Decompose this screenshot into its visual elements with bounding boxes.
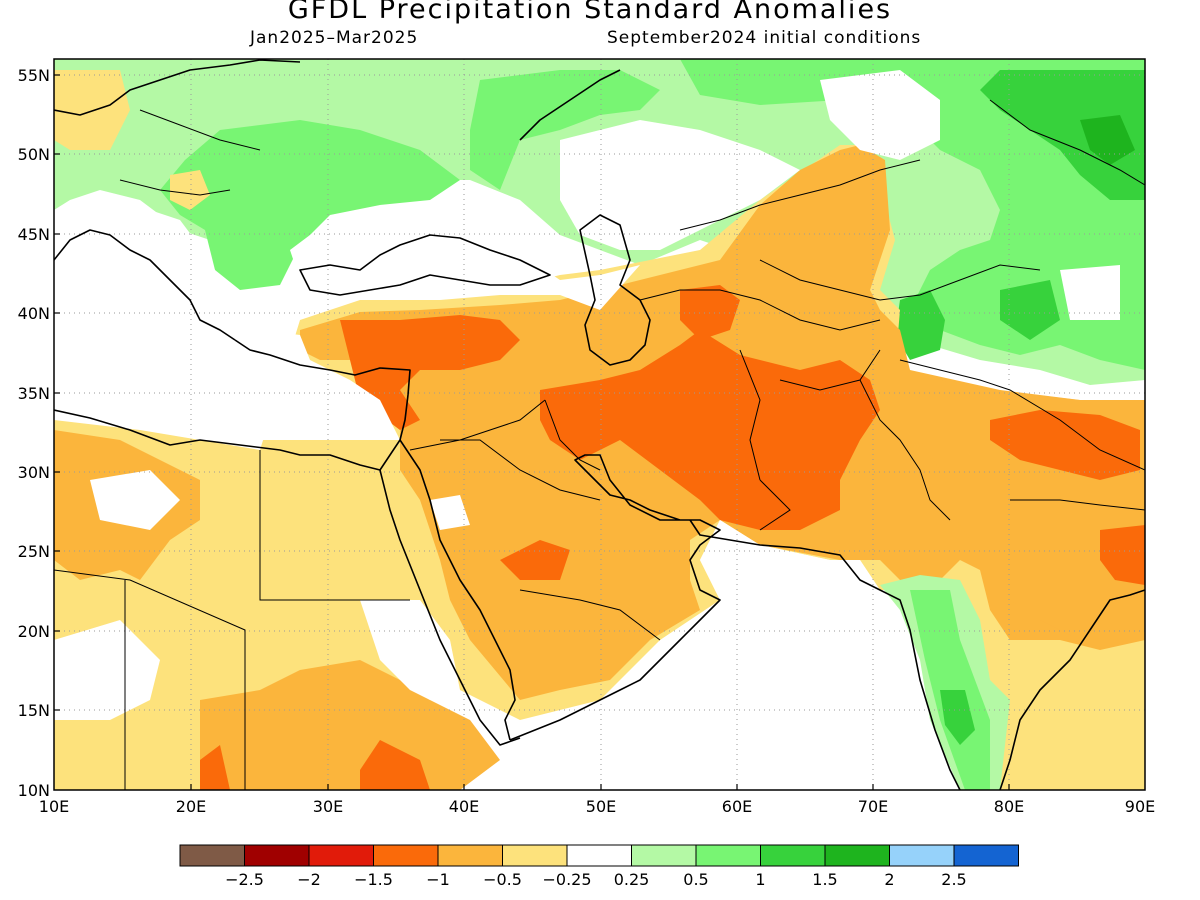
positive-anomaly-core-asia (980, 70, 1145, 200)
negative-anomaly-strong-arabia (500, 540, 570, 580)
lat-label: 55N (18, 66, 50, 85)
near-normal-region-arabia-spot (430, 495, 470, 530)
negative-anomaly-strong-himalaya (990, 410, 1140, 480)
lon-label: 10E (39, 797, 69, 816)
positive-anomaly-region-north-mid-3 (470, 70, 660, 190)
coastlines (54, 59, 1145, 790)
colorbar-swatch (179, 844, 245, 867)
lat-label: 45N (18, 225, 50, 244)
colorbar-label: −2.5 (225, 870, 264, 889)
colorbar-label: 1.5 (812, 870, 837, 889)
colorbar-legend: −2.5 −2 −1.5 −1 −0.5 −0.25 0.25 0.5 1 1.5 2 2.5 (179, 844, 1019, 889)
negative-anomaly-belt-north (54, 70, 130, 150)
colorbar-swatch (695, 844, 761, 867)
colorbar-swatch (308, 844, 374, 867)
forecast-period: Jan2025–Mar2025 (250, 28, 419, 48)
plot-frame (53, 58, 1146, 791)
lat-label: 10N (18, 781, 50, 800)
lat-label: 35N (18, 384, 50, 403)
near-normal-region-arabian-sea (600, 520, 1000, 790)
lat-label: 25N (18, 542, 50, 561)
colorbar-label: 2 (884, 870, 894, 889)
lon-label: 90E (1125, 797, 1155, 816)
colorbar-label: −1.5 (354, 870, 393, 889)
graticule (54, 59, 1145, 790)
colorbar-label: −0.25 (542, 870, 591, 889)
near-normal-region-mediterranean (54, 200, 400, 440)
lon-label: 30E (313, 797, 343, 816)
positive-anomaly-central-asia-2 (1000, 280, 1060, 340)
colorbar-label: 1 (755, 870, 765, 889)
negative-anomaly-strong-chad (200, 745, 230, 790)
lat-label: 15N (18, 701, 50, 720)
near-normal-region-tibet (1060, 265, 1120, 320)
near-normal-region-sahara (54, 620, 160, 720)
colorbar-swatch (437, 844, 503, 867)
initial-conditions: September2024 initial conditions (607, 28, 922, 48)
near-normal-region-sahara-2 (90, 470, 180, 530)
colorbar-swatch (889, 844, 955, 867)
colorbar-swatch (953, 844, 1019, 867)
colorbar-swatch (760, 844, 826, 867)
near-normal-region-black-caspian (290, 215, 640, 310)
lat-label: 30N (18, 463, 50, 482)
axis-ticks (54, 74, 1010, 790)
colorbar-swatch (244, 844, 310, 867)
positive-anomaly-region-north-mid-2 (160, 120, 460, 290)
lon-label: 60E (722, 797, 752, 816)
lon-label: 20E (176, 797, 206, 816)
negative-anomaly-strong-bangladesh (1100, 525, 1145, 585)
latitude-labels: 55N 50N 45N 40N 35N 30N 25N 20N 15N 10N (18, 66, 50, 800)
positive-anomaly-india-west-3 (940, 690, 975, 745)
lat-label: 20N (18, 622, 50, 641)
colorbar-label: −2 (297, 870, 321, 889)
negative-anomaly-strong-turkey-iran (340, 315, 520, 430)
lon-label: 70E (858, 797, 888, 816)
longitude-labels: 10E 20E 30E 40E 50E 60E 70E 80E 90E (39, 797, 1155, 816)
negative-anomaly-moderate-africa-2 (200, 660, 500, 790)
country-borders (54, 99, 1145, 790)
positive-anomaly-core-asia-2 (1080, 115, 1135, 165)
colorbar-swatch (566, 844, 632, 867)
colorbar-swatch (631, 844, 697, 867)
colorbar-label: 2.5 (941, 870, 966, 889)
near-normal-region-east-africa (360, 600, 460, 700)
near-normal-region-siberia (820, 70, 940, 160)
colorbar-swatch (373, 844, 439, 867)
colorbar-label: 0.25 (614, 870, 650, 889)
anomaly-fills (54, 59, 1145, 790)
lat-label: 50N (18, 145, 50, 164)
lon-label: 50E (586, 797, 616, 816)
negative-anomaly-strong-sudan (360, 740, 430, 790)
colorbar-label: −1 (426, 870, 450, 889)
near-normal-region-north-green-gap (560, 120, 800, 250)
colorbar-swatch (502, 844, 568, 867)
colorbar-label: −0.5 (483, 870, 522, 889)
positive-anomaly-central-asia-1 (895, 290, 945, 360)
colorbar-label: 0.5 (683, 870, 708, 889)
lon-label: 40E (449, 797, 479, 816)
map-title: GFDL Precipitation Standard Anomalies (287, 0, 893, 25)
negative-anomaly-strong-iran-afghan (540, 330, 880, 530)
colorbar-swatch (824, 844, 890, 867)
lat-label: 40N (18, 304, 50, 323)
lon-label: 80E (994, 797, 1024, 816)
negative-anomaly-belt-north-2 (170, 170, 210, 210)
